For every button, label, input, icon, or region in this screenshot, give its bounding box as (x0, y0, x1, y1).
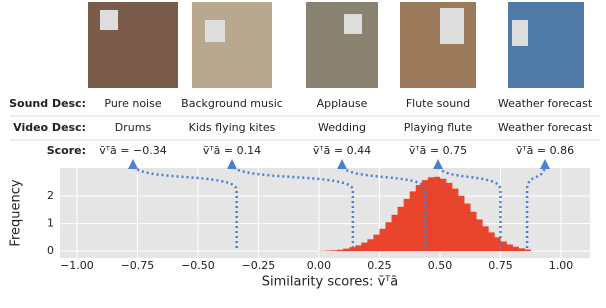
bar (409, 191, 417, 252)
video-desc: Wedding (318, 121, 366, 134)
score: v̄ᵀā = 0.75 (409, 144, 467, 157)
bar (476, 219, 483, 252)
y-tick-label: 2 (47, 189, 54, 202)
bar (367, 239, 374, 252)
bar (470, 211, 477, 252)
bar (397, 206, 404, 252)
bar (482, 226, 489, 252)
face-blur (205, 20, 225, 42)
sound-desc: Flute sound (406, 97, 470, 110)
bar (494, 237, 501, 252)
sound-desc: Applause (317, 97, 368, 110)
video-desc: Playing flute (404, 121, 473, 134)
bar (355, 245, 362, 252)
bar (500, 241, 507, 252)
row-label: Score: (47, 144, 86, 157)
row-label: Sound Desc: (9, 97, 86, 110)
x-tick-label: −0.25 (242, 259, 276, 272)
score: v̄ᵀā = −0.34 (99, 144, 166, 157)
bar (452, 188, 459, 252)
bar (433, 176, 441, 252)
thumbnail (192, 2, 272, 88)
score-arrow (227, 159, 355, 248)
x-tick-label: 0.00 (307, 259, 332, 272)
sound-desc: Pure noise (104, 97, 161, 110)
score-arrow (128, 159, 238, 248)
bar (446, 182, 453, 252)
video-desc: Drums (115, 121, 152, 134)
bar (458, 195, 465, 252)
bar (331, 250, 338, 252)
video-desc: Kids flying kites (189, 121, 276, 134)
bar (506, 244, 513, 252)
bar (427, 177, 435, 252)
face-blur (440, 8, 464, 44)
bar (403, 198, 411, 252)
x-tick-label: −0.50 (181, 259, 215, 272)
sound-desc: Background music (181, 97, 283, 110)
score: v̄ᵀā = 0.44 (313, 144, 371, 157)
bar (373, 234, 380, 252)
thumbnails (88, 2, 584, 88)
score: v̄ᵀā = 0.14 (203, 144, 261, 157)
bar (325, 250, 332, 252)
bar (518, 248, 525, 252)
bar (464, 203, 471, 252)
y-tick-label: 1 (47, 217, 54, 230)
x-tick-label: −0.75 (121, 259, 155, 272)
bar (512, 246, 519, 252)
video-desc: Weather forecast (498, 121, 593, 134)
y-axis-label: Frequency (9, 179, 24, 246)
bar (524, 249, 532, 252)
bar (349, 247, 356, 252)
plot-area (60, 168, 590, 258)
bar (488, 232, 495, 252)
bar (415, 185, 423, 252)
bar (385, 222, 392, 252)
x-tick-label: 1.00 (549, 259, 574, 272)
thumbnail (400, 2, 476, 88)
x-tick-label: 0.50 (428, 259, 453, 272)
bar (391, 214, 398, 252)
score: v̄ᵀā = 0.86 (516, 144, 574, 157)
face-blur (344, 14, 362, 34)
bar (439, 178, 447, 252)
bar (361, 242, 368, 252)
x-axis-label: Similarity scores: v̄ᵀā (262, 275, 398, 290)
sound-desc: Weather forecast (498, 97, 593, 110)
x-tick-label: 0.75 (488, 259, 513, 272)
face-blur (512, 20, 528, 46)
x-tick-label: −1.00 (60, 259, 94, 272)
bar (421, 180, 429, 252)
y-tick-label: 0 (47, 244, 54, 257)
bar (379, 228, 386, 252)
thumbnail (306, 2, 378, 88)
bar (343, 248, 350, 252)
bar (337, 249, 344, 252)
row-label: Video Desc: (13, 121, 86, 134)
x-tick-label: 0.25 (367, 259, 392, 272)
face-blur (100, 10, 118, 30)
